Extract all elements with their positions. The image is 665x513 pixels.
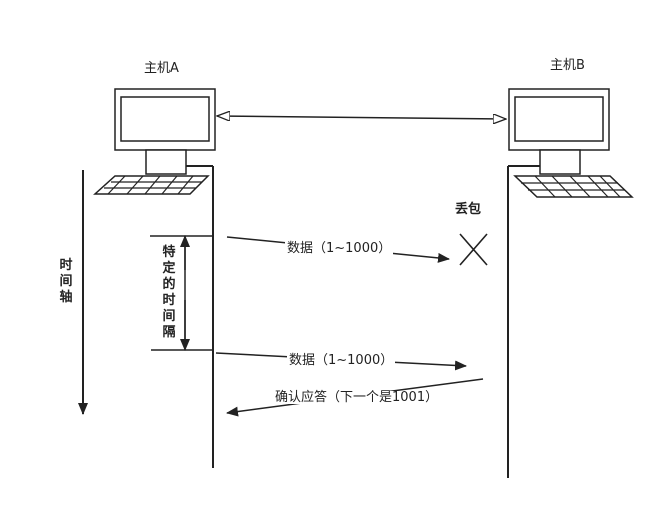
computer-a-icon <box>93 88 216 195</box>
computer-b-icon <box>508 88 634 198</box>
message-2-label: 数据（1~1000） <box>287 353 396 368</box>
host-a-label: 主机A <box>144 61 179 76</box>
host-b-label: 主机B <box>550 58 585 73</box>
packet-loss-label: 丢包 <box>455 202 482 217</box>
message-1-label: 数据（1~1000） <box>285 241 394 256</box>
packet-loss-x-icon <box>459 233 488 266</box>
interval-label: 特定的时间隔 <box>162 245 176 340</box>
connection-arrow <box>217 116 506 119</box>
time-axis-label: 时间轴 <box>59 258 73 305</box>
ack-label: 确认应答（下一个是1001） <box>273 390 441 405</box>
